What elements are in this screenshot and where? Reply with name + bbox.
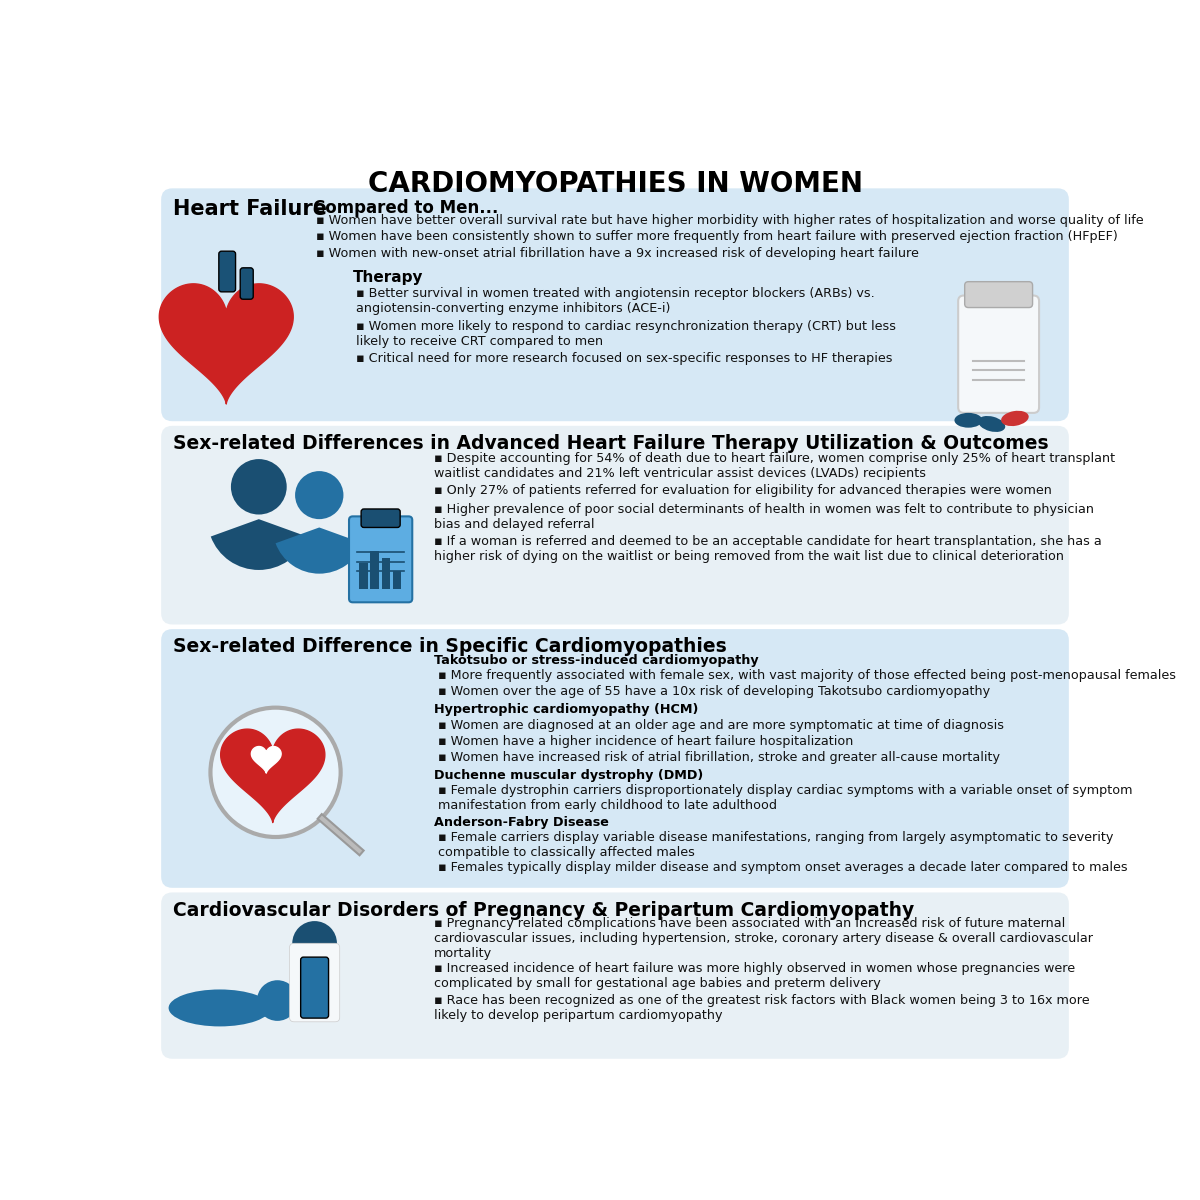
FancyBboxPatch shape xyxy=(301,958,329,1018)
Text: Duchenne muscular dystrophy (DMD): Duchenne muscular dystrophy (DMD) xyxy=(433,769,703,782)
Text: Takotsubo or stress-induced cardiomyopathy: Takotsubo or stress-induced cardiomyopat… xyxy=(433,654,758,667)
FancyBboxPatch shape xyxy=(161,426,1069,624)
Circle shape xyxy=(210,708,341,838)
Text: ▪ Pregnancy related complications have been associated with an increased risk of: ▪ Pregnancy related complications have b… xyxy=(433,917,1093,960)
Circle shape xyxy=(230,460,287,515)
Text: ▪ Women have a higher incidence of heart failure hospitalization: ▪ Women have a higher incidence of heart… xyxy=(438,734,853,748)
Text: Hypertrophic cardiomyopathy (HCM): Hypertrophic cardiomyopathy (HCM) xyxy=(433,703,698,716)
Bar xyxy=(371,551,379,589)
Text: ▪ Female dystrophin carriers disproportionately display cardiac symptoms with a : ▪ Female dystrophin carriers disproporti… xyxy=(438,785,1133,812)
FancyBboxPatch shape xyxy=(240,268,253,299)
Text: Sex-related Difference in Specific Cardiomyopathies: Sex-related Difference in Specific Cardi… xyxy=(173,637,727,656)
Circle shape xyxy=(293,922,337,966)
Text: ▪ Women have better overall survival rate but have higher morbidity with higher : ▪ Women have better overall survival rat… xyxy=(316,215,1144,227)
FancyBboxPatch shape xyxy=(161,629,1069,888)
Polygon shape xyxy=(251,746,281,773)
Text: ▪ Females typically display milder disease and symptom onset averages a decade l: ▪ Females typically display milder disea… xyxy=(438,860,1128,874)
Text: Cardiovascular Disorders of Pregnancy & Peripartum Cardiomyopathy: Cardiovascular Disorders of Pregnancy & … xyxy=(173,901,914,919)
Polygon shape xyxy=(160,284,293,404)
Text: ▪ Race has been recognized as one of the greatest risk factors with Black women : ▪ Race has been recognized as one of the… xyxy=(433,994,1090,1021)
Wedge shape xyxy=(276,528,362,574)
Text: ▪ Women have increased risk of atrial fibrillation, stroke and greater all-cause: ▪ Women have increased risk of atrial fi… xyxy=(438,751,1001,764)
Text: ▪ Critical need for more research focused on sex-specific responses to HF therap: ▪ Critical need for more research focuse… xyxy=(356,352,893,365)
Ellipse shape xyxy=(954,413,983,427)
Text: Sex-related Differences in Advanced Heart Failure Therapy Utilization & Outcomes: Sex-related Differences in Advanced Hear… xyxy=(173,434,1049,454)
FancyBboxPatch shape xyxy=(218,251,235,292)
FancyBboxPatch shape xyxy=(965,282,1032,307)
Text: Compared to Men...: Compared to Men... xyxy=(313,199,498,217)
FancyBboxPatch shape xyxy=(161,893,1069,1058)
Bar xyxy=(359,564,367,589)
Text: ▪ Higher prevalence of poor social determinants of health in women was felt to c: ▪ Higher prevalence of poor social deter… xyxy=(433,503,1093,530)
FancyBboxPatch shape xyxy=(289,943,340,1022)
Text: ▪ Women over the age of 55 have a 10x risk of developing Takotsubo cardiomyopath: ▪ Women over the age of 55 have a 10x ri… xyxy=(438,685,990,698)
FancyBboxPatch shape xyxy=(161,188,1069,421)
Ellipse shape xyxy=(978,416,1006,432)
FancyBboxPatch shape xyxy=(361,509,400,528)
FancyBboxPatch shape xyxy=(958,295,1039,413)
Polygon shape xyxy=(221,730,325,823)
Text: ▪ Women with new-onset atrial fibrillation have a 9x increased risk of developin: ▪ Women with new-onset atrial fibrillati… xyxy=(316,246,918,259)
Circle shape xyxy=(257,980,298,1021)
Text: ▪ Women have been consistently shown to suffer more frequently from heart failur: ▪ Women have been consistently shown to … xyxy=(316,230,1117,244)
Bar xyxy=(392,571,401,589)
Text: Heart Failure: Heart Failure xyxy=(173,199,328,220)
Text: ▪ Female carriers display variable disease manifestations, ranging from largely : ▪ Female carriers display variable disea… xyxy=(438,830,1114,859)
Text: ▪ More frequently associated with female sex, with vast majority of those effect: ▪ More frequently associated with female… xyxy=(438,670,1176,683)
Text: ▪ Despite accounting for 54% of death due to heart failure, women comprise only : ▪ Despite accounting for 54% of death du… xyxy=(433,451,1115,480)
Text: ▪ Only 27% of patients referred for evaluation for eligibility for advanced ther: ▪ Only 27% of patients referred for eval… xyxy=(433,484,1051,497)
Text: ▪ Increased incidence of heart failure was more highly observed in women whose p: ▪ Increased incidence of heart failure w… xyxy=(433,962,1075,990)
Circle shape xyxy=(295,472,343,520)
Text: ▪ If a woman is referred and deemed to be an acceptable candidate for heart tran: ▪ If a woman is referred and deemed to b… xyxy=(433,535,1102,563)
Text: CARDIOMYOPATHIES IN WOMEN: CARDIOMYOPATHIES IN WOMEN xyxy=(367,170,863,198)
Ellipse shape xyxy=(168,990,271,1026)
Wedge shape xyxy=(211,520,307,570)
Text: Therapy: Therapy xyxy=(353,270,424,286)
Text: ▪ Better survival in women treated with angiotensin receptor blockers (ARBs) vs.: ▪ Better survival in women treated with … xyxy=(356,287,875,316)
Ellipse shape xyxy=(1001,410,1028,426)
Text: ▪ Women are diagnosed at an older age and are more symptomatic at time of diagno: ▪ Women are diagnosed at an older age an… xyxy=(438,719,1004,732)
Text: ▪ Women more likely to respond to cardiac resynchronization therapy (CRT) but le: ▪ Women more likely to respond to cardia… xyxy=(356,319,896,348)
FancyBboxPatch shape xyxy=(349,516,413,602)
Bar xyxy=(382,558,390,589)
Text: Anderson-Fabry Disease: Anderson-Fabry Disease xyxy=(433,816,608,829)
